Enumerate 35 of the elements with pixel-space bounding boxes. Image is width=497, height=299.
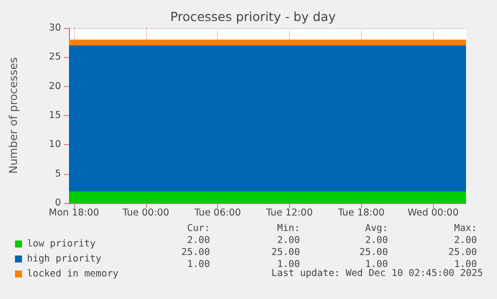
y-tick-label: 15 — [48, 110, 61, 121]
text: 2.00 — [187, 235, 210, 246]
text: Min: — [277, 223, 300, 234]
text: Avg: — [365, 223, 388, 234]
y-tick-label: 20 — [48, 80, 61, 92]
y-tick-label: 30 — [48, 22, 61, 34]
text: Last update: Wed Dec 10 02:45:00 2025 — [271, 268, 483, 279]
text: Max: — [454, 223, 477, 234]
y-tick-label: 10 — [48, 139, 61, 150]
legend-label: low priority — [27, 238, 96, 250]
x-tick-label: Tue 06:00 — [193, 208, 241, 218]
text: 25.00 — [271, 247, 300, 258]
text: 1.00 — [454, 259, 477, 270]
text: 25.00 — [359, 247, 388, 258]
text: Cur: — [187, 223, 210, 234]
text: 25.00 — [181, 247, 210, 258]
text: 1.00 — [187, 259, 210, 270]
text: 1.00 — [277, 259, 300, 270]
text: 25.00 — [448, 247, 477, 258]
y-axis-title: Number of processes — [7, 56, 20, 174]
x-tick-label: Mon 18:00 — [48, 208, 100, 218]
x-tick-label: Wed 00:00 — [408, 208, 459, 218]
text: 2.00 — [277, 235, 300, 246]
text: 2.00 — [365, 235, 388, 246]
legend-label: high priority — [27, 254, 102, 264]
y-tick-label: 0 — [54, 198, 61, 208]
x-tick-label: Tue 18:00 — [336, 208, 385, 218]
y-tick-label: 25 — [48, 52, 61, 63]
legend-label: locked in memory — [27, 268, 119, 280]
text: 1.00 — [365, 259, 388, 270]
chart-title: Processes priority - by day — [170, 9, 336, 24]
x-tick-label: Tue 00:00 — [121, 208, 170, 218]
text: 2.00 — [454, 235, 477, 246]
x-tick-label: Tue 12:00 — [265, 208, 313, 218]
y-tick-label: 5 — [54, 168, 61, 180]
